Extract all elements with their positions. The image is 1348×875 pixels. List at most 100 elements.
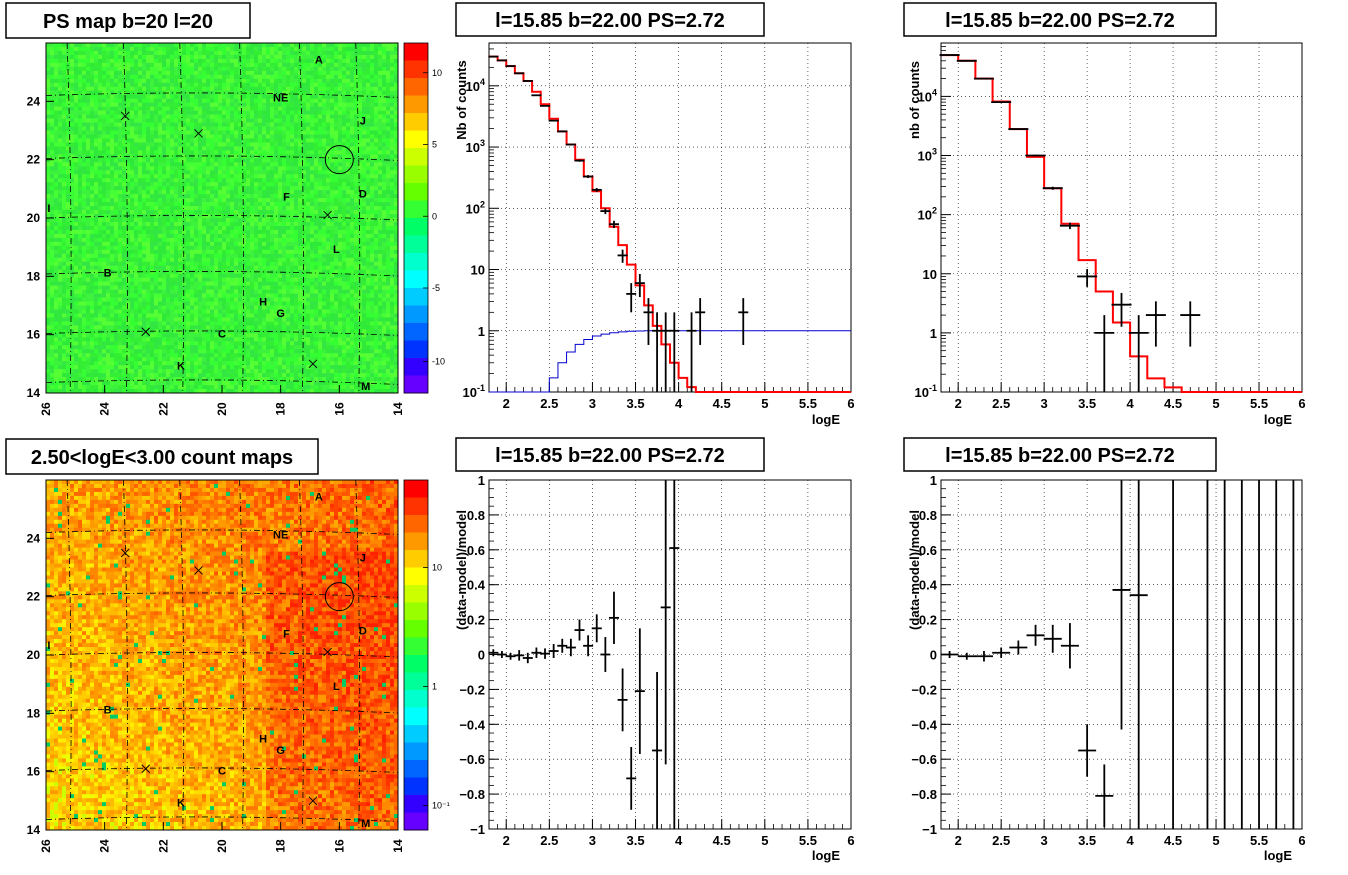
heat-cell: [238, 249, 243, 255]
heat-cell: [194, 365, 199, 370]
heat-cell: [126, 82, 131, 88]
heat-cell: [254, 289, 259, 294]
heat-cell: [158, 102, 163, 107]
heat-cell: [154, 43, 159, 48]
heat-cell: [90, 182, 95, 187]
heat-cell: [170, 261, 175, 267]
heat-cell: [158, 385, 163, 390]
heat-cell: [74, 277, 79, 282]
heat-cell: [198, 118, 203, 123]
heat-cell: [86, 82, 91, 88]
heat-cell: [114, 142, 119, 147]
heat-cell: [166, 261, 171, 267]
heat-cell: [154, 289, 159, 294]
heat-cell: [218, 341, 223, 346]
heat-cell: [154, 62, 159, 68]
heat-cell: [142, 122, 147, 127]
heat-cell: [202, 377, 207, 382]
heat-cell: [246, 50, 251, 56]
heat-cell: [62, 198, 67, 203]
heat-cell: [74, 377, 79, 382]
heat-cell: [50, 349, 55, 354]
heat-cell: [114, 43, 119, 48]
heat-cell: [178, 377, 183, 382]
heat-cell: [86, 229, 91, 235]
heat-cell: [50, 198, 55, 203]
heat-cell: [142, 309, 147, 314]
heat-cell: [218, 305, 223, 310]
heat-cell: [214, 349, 219, 354]
heat-cell: [186, 142, 191, 147]
heat-cell: [198, 281, 203, 286]
heat-cell: [138, 325, 143, 330]
heat-cell: [210, 233, 215, 239]
heat-cell: [166, 257, 171, 263]
heat-cell: [74, 102, 79, 107]
heat-cell: [142, 146, 147, 151]
heat-cell: [262, 58, 267, 64]
heat-cell: [50, 50, 55, 56]
heat-cell: [186, 269, 191, 274]
heat-cell: [202, 289, 207, 294]
heat-cell: [78, 301, 83, 306]
heat-cell: [98, 281, 103, 286]
heat-cell: [138, 74, 143, 80]
heat-cell: [150, 138, 155, 143]
heat-cell: [70, 341, 75, 346]
heat-cell: [246, 54, 251, 60]
heat-cell: [258, 297, 263, 302]
heat-cell: [134, 122, 139, 127]
heat-cell: [118, 50, 123, 56]
heat-cell: [262, 86, 267, 92]
heat-cell: [234, 349, 239, 354]
heat-cell: [238, 277, 243, 282]
heat-cell: [266, 90, 271, 96]
heat-cell: [178, 110, 183, 115]
heat-cell: [130, 341, 135, 346]
heat-cell: [242, 277, 247, 282]
heat-cell: [214, 170, 219, 175]
heat-cell: [162, 365, 167, 370]
heat-cell: [254, 194, 259, 199]
heat-cell: [110, 198, 115, 203]
heat-cell: [238, 134, 243, 139]
heat-cell: [90, 241, 95, 247]
heat-cell: [266, 369, 271, 374]
heat-cell: [122, 146, 127, 151]
heat-cell: [270, 221, 275, 227]
heat-cell: [242, 225, 247, 231]
heat-cell: [194, 190, 199, 195]
heat-cell: [234, 158, 239, 163]
heat-cell: [126, 293, 131, 298]
heat-cell: [134, 349, 139, 354]
heat-cell: [166, 198, 171, 203]
heat-cell: [82, 317, 87, 322]
heat-cell: [234, 325, 239, 330]
heat-cell: [166, 218, 171, 223]
heat-cell: [178, 146, 183, 151]
heat-cell: [182, 313, 187, 318]
heat-cell: [114, 265, 119, 271]
heat-cell: [246, 146, 251, 151]
heat-cell: [134, 210, 139, 215]
heat-cell: [50, 178, 55, 183]
heat-cell: [210, 114, 215, 119]
heat-cell: [206, 257, 211, 263]
heat-cell: [66, 333, 71, 338]
heat-cell: [234, 221, 239, 227]
heat-cell: [74, 381, 79, 386]
heat-cell: [74, 369, 79, 374]
heat-cell: [74, 325, 79, 330]
heat-cell: [146, 329, 151, 334]
heat-cell: [262, 357, 267, 362]
heat-cell: [82, 257, 87, 263]
heat-cell: [70, 313, 75, 318]
heat-cell: [194, 142, 199, 147]
heat-cell: [202, 98, 207, 103]
heat-cell: [138, 78, 143, 84]
heat-cell: [106, 253, 111, 259]
heat-cell: [158, 166, 163, 171]
heat-cell: [210, 102, 215, 107]
heat-cell: [178, 142, 183, 147]
heat-cell: [58, 66, 63, 72]
